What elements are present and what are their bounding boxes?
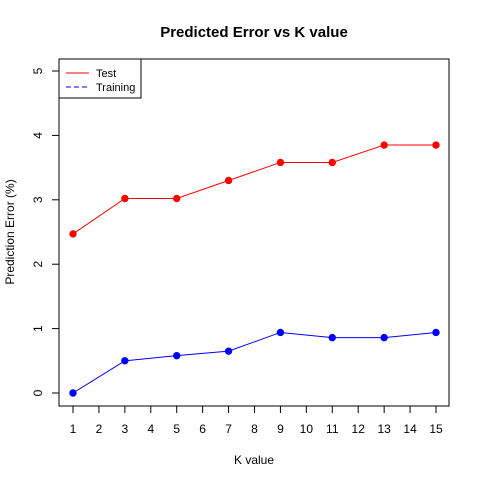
data-point-training bbox=[121, 357, 129, 365]
series-layer bbox=[69, 141, 440, 397]
y-axis-label: Prediction Error (%) bbox=[3, 179, 17, 284]
series-line-test bbox=[72, 144, 436, 235]
y-tick-label: 0 bbox=[31, 389, 45, 396]
x-tick-label: 12 bbox=[352, 422, 366, 436]
data-point-test bbox=[224, 176, 233, 185]
x-tick-label: 10 bbox=[300, 422, 314, 436]
data-point-training bbox=[276, 328, 285, 337]
x-tick-label: 13 bbox=[377, 422, 391, 436]
x-axis-label: K value bbox=[234, 453, 274, 467]
x-tick-label: 7 bbox=[225, 422, 232, 436]
data-point-training bbox=[432, 328, 440, 337]
data-point-test bbox=[380, 141, 388, 149]
data-point-test bbox=[173, 194, 181, 203]
data-point-test bbox=[69, 230, 77, 238]
data-point-training bbox=[173, 351, 181, 360]
x-tick-label: 15 bbox=[429, 422, 443, 436]
y-tick-label: 5 bbox=[31, 67, 45, 74]
legend-label-test: Test bbox=[96, 68, 116, 80]
x-tick-label: 4 bbox=[147, 422, 154, 436]
x-tick-label: 2 bbox=[96, 422, 103, 436]
data-point-training bbox=[224, 347, 233, 355]
legend-label-training: Training bbox=[96, 82, 135, 94]
x-tick-label: 5 bbox=[173, 422, 180, 436]
y-tick-label: 2 bbox=[31, 261, 45, 268]
x-tick-label: 3 bbox=[122, 422, 129, 436]
x-tick-label: 8 bbox=[251, 422, 258, 436]
data-point-test bbox=[328, 158, 336, 167]
y-tick-label: 3 bbox=[31, 196, 45, 203]
x-tick-label: 14 bbox=[403, 422, 417, 436]
data-point-training bbox=[380, 333, 388, 342]
y-axis: 0 1 2 3 4 5 bbox=[31, 67, 60, 396]
series-line-training bbox=[72, 331, 437, 394]
data-point-test bbox=[432, 141, 440, 149]
legend: Test Training bbox=[58, 58, 142, 99]
data-point-test bbox=[276, 158, 285, 167]
x-tick-label: 6 bbox=[199, 422, 206, 436]
x-axis: 1 2 3 4 5 6 7 8 9 10 11 12 13 14 15 bbox=[70, 405, 443, 436]
legend-box bbox=[58, 58, 142, 99]
data-point-training bbox=[69, 389, 77, 397]
x-tick-label: 9 bbox=[277, 422, 284, 436]
y-tick-label: 4 bbox=[31, 132, 45, 139]
data-point-training bbox=[328, 333, 336, 342]
data-point-test bbox=[121, 194, 129, 203]
x-tick-label: 1 bbox=[70, 422, 77, 436]
x-tick-label: 11 bbox=[326, 422, 339, 436]
y-tick-label: 1 bbox=[31, 325, 45, 332]
chart-title: Predicted Error vs K value bbox=[160, 24, 348, 41]
